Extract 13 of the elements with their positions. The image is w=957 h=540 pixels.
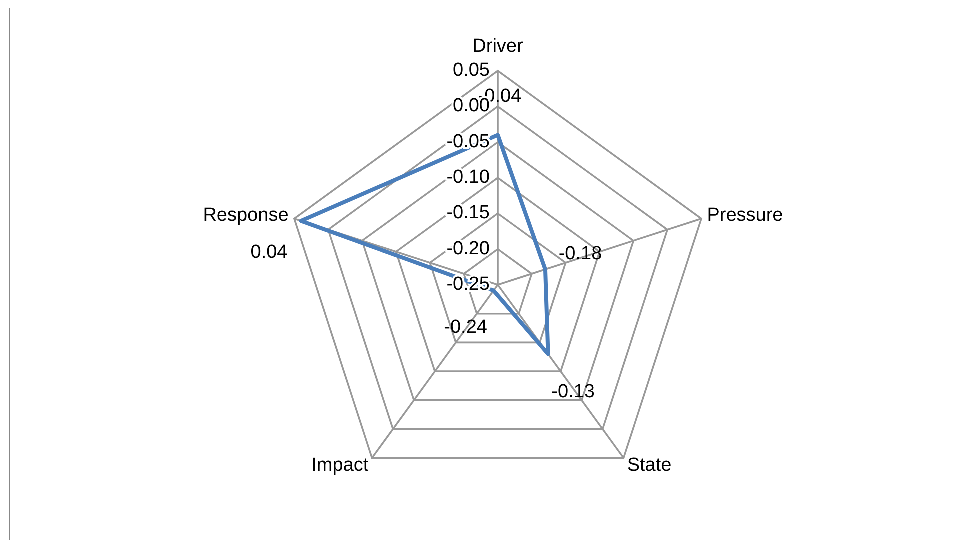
y-tick-label: 0.05 [453,60,490,82]
spoke-label: Pressure [707,204,784,226]
data-label: -0.13 [552,381,595,402]
data-label: 0.04 [250,242,288,264]
y-tick-label: -0.15 [446,202,490,224]
spoke-label: Driver [472,36,524,58]
data-label: -0.24 [444,316,488,338]
spoke-label: Response [203,204,289,226]
y-tick-label: -0.10 [446,167,490,188]
y-tick-label: -0.20 [446,238,490,260]
data-label: -0.18 [558,244,602,265]
spoke-label: Impact [312,455,370,476]
spoke-label: State [627,455,672,476]
